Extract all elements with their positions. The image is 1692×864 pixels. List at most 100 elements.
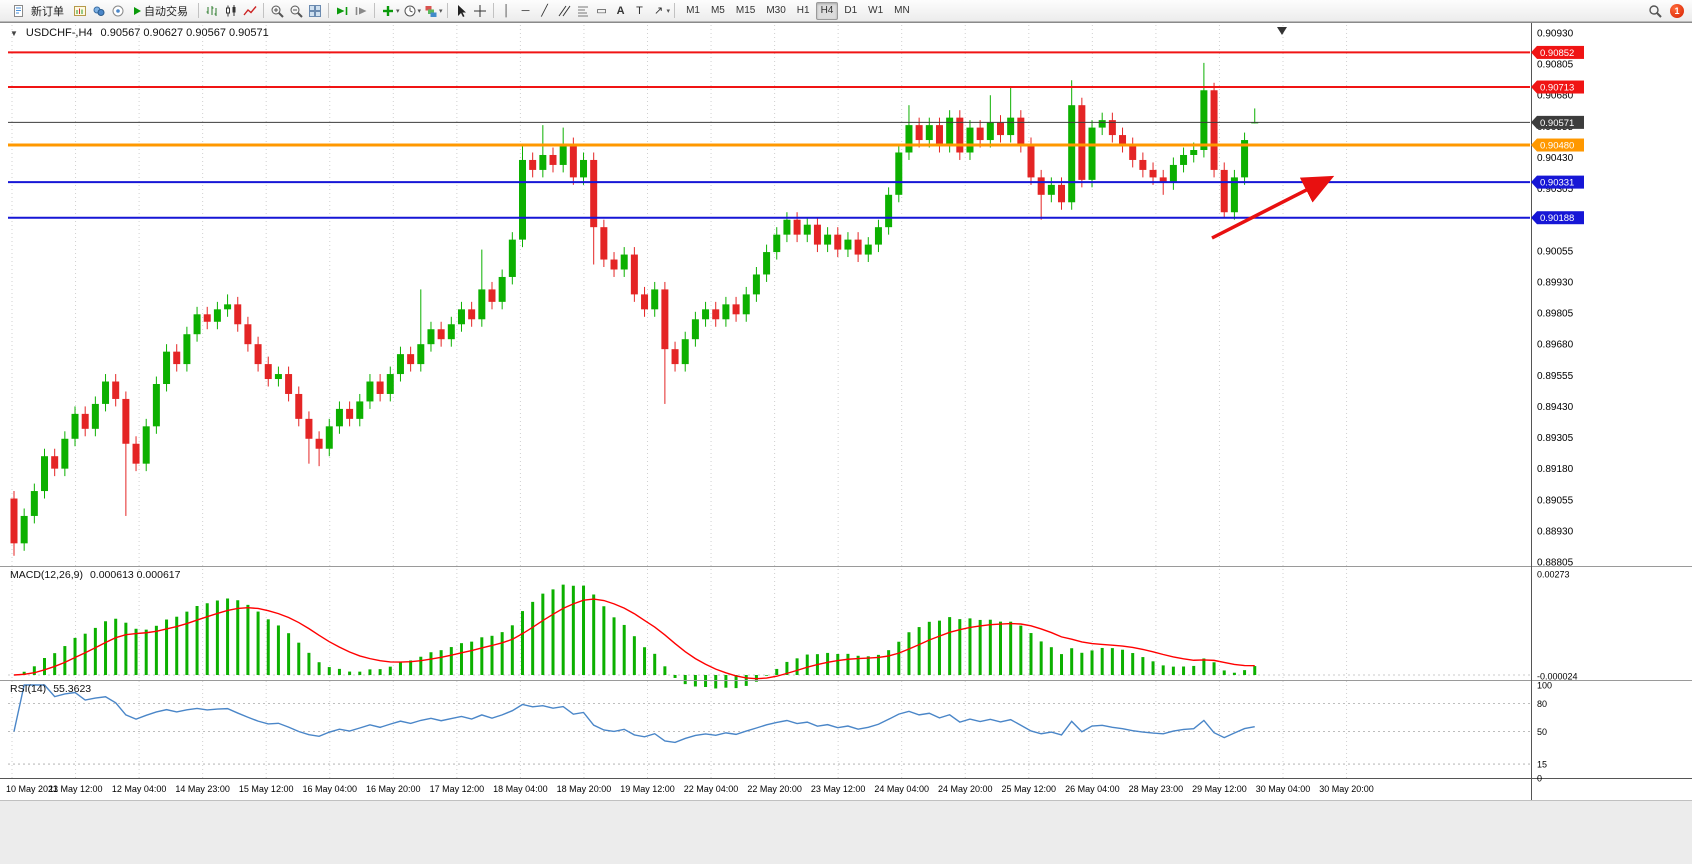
timeframe-h4[interactable]: H4 xyxy=(815,1,839,20)
svg-text:25 May 12:00: 25 May 12:00 xyxy=(1002,784,1057,794)
indicators-icon[interactable] xyxy=(379,2,397,20)
chart-area[interactable]: 0.909300.908050.906800.905550.904300.903… xyxy=(0,22,1692,801)
svg-text:11 May 12:00: 11 May 12:00 xyxy=(49,784,103,794)
main-toolbar: 新订单 自动交易 ▾ ▾ ▾ xyxy=(0,0,1692,22)
auto-trading-button[interactable]: 自动交易 xyxy=(128,1,194,21)
svg-text:0.89805: 0.89805 xyxy=(1537,309,1574,320)
svg-text:0.88805: 0.88805 xyxy=(1537,558,1574,569)
svg-text:0.89055: 0.89055 xyxy=(1537,495,1574,506)
svg-text:0.90680: 0.90680 xyxy=(1537,91,1574,102)
svg-text:19 May 12:00: 19 May 12:00 xyxy=(620,784,675,794)
periods-caret-icon[interactable]: ▾ xyxy=(417,7,422,15)
timeframe-mn[interactable]: MN xyxy=(894,4,910,16)
one-click-trading-toggle-icon[interactable]: ▼ xyxy=(10,28,18,38)
shapes-icon[interactable]: ▭ xyxy=(596,5,607,17)
svg-text:0.90930: 0.90930 xyxy=(1537,29,1574,40)
auto-scroll-icon[interactable] xyxy=(333,2,351,20)
svg-text:12 May 04:00: 12 May 04:00 xyxy=(112,784,167,794)
bar-chart-icon[interactable] xyxy=(203,2,221,20)
svg-text:24 May 04:00: 24 May 04:00 xyxy=(874,784,929,794)
svg-text:18 May 20:00: 18 May 20:00 xyxy=(557,784,612,794)
toolbar-separator xyxy=(446,3,448,18)
svg-text:17 May 12:00: 17 May 12:00 xyxy=(430,784,485,794)
svg-text:26 May 04:00: 26 May 04:00 xyxy=(1065,784,1120,794)
crosshair-icon[interactable] xyxy=(471,2,489,20)
profiles-icon[interactable] xyxy=(90,2,108,20)
ohlc-values: 0.90567 0.90627 0.90567 0.90571 xyxy=(100,27,269,39)
arrow-tools-caret-icon[interactable]: ▾ xyxy=(666,7,671,15)
svg-text:30 May 04:00: 30 May 04:00 xyxy=(1256,784,1311,794)
svg-text:15 May 12:00: 15 May 12:00 xyxy=(239,784,294,794)
svg-text:18 May 04:00: 18 May 04:00 xyxy=(493,784,548,794)
search-icon[interactable] xyxy=(1646,2,1664,20)
symbol-period-label: USDCHF-,H4 xyxy=(25,27,93,39)
svg-text:22 May 20:00: 22 May 20:00 xyxy=(747,784,802,794)
fibonacci-icon[interactable] xyxy=(574,2,592,20)
svg-text:15: 15 xyxy=(1537,760,1547,770)
chart-shift-icon[interactable] xyxy=(352,2,370,20)
timeframe-m1[interactable]: M1 xyxy=(686,4,700,16)
svg-text:10 May 2023: 10 May 2023 xyxy=(6,784,58,794)
tile-windows-icon[interactable] xyxy=(306,2,324,20)
new-chart-icon[interactable] xyxy=(71,2,89,20)
candlestick-chart-icon[interactable] xyxy=(222,2,240,20)
svg-text:22 May 04:00: 22 May 04:00 xyxy=(684,784,739,794)
alerts-icon[interactable] xyxy=(109,2,127,20)
svg-text:50: 50 xyxy=(1537,727,1547,737)
indicators-caret-icon[interactable]: ▾ xyxy=(396,7,400,15)
svg-text:100: 100 xyxy=(1537,681,1552,691)
macd-name: MACD(12,26,9) xyxy=(10,569,83,581)
toolbar-separator xyxy=(198,3,199,18)
label-tool-icon[interactable]: T xyxy=(636,4,643,17)
chart-shift-marker[interactable] xyxy=(1277,27,1287,35)
notification-badge[interactable]: 1 xyxy=(1670,3,1684,18)
timeframe-h1[interactable]: H1 xyxy=(796,4,810,16)
toolbar-right: 1 xyxy=(1646,2,1692,20)
rsi-pane-label: RSI(14) 55.3623 xyxy=(10,683,91,695)
zoom-out-icon[interactable] xyxy=(287,2,305,20)
macd-histogram xyxy=(13,584,1257,689)
svg-text:0.89180: 0.89180 xyxy=(1537,464,1574,475)
vertical-line-icon[interactable]: │ xyxy=(503,4,510,17)
svg-text:0.90480: 0.90480 xyxy=(1540,141,1574,152)
line-chart-icon[interactable] xyxy=(241,2,259,20)
timeframe-buttons: M1 M5 M15 M30 H1 H4 D1 W1 MN xyxy=(681,1,915,20)
channel-icon[interactable] xyxy=(555,2,573,20)
timeframe-d1[interactable]: D1 xyxy=(844,4,858,16)
timeframe-m30[interactable]: M30 xyxy=(766,4,786,16)
zoom-in-icon[interactable] xyxy=(268,2,286,20)
chart-canvas[interactable]: 0.909300.908050.906800.905550.904300.903… xyxy=(0,23,1692,801)
svg-text:0.89555: 0.89555 xyxy=(1537,371,1574,382)
timeframe-w1[interactable]: W1 xyxy=(868,4,884,16)
svg-text:0.90852: 0.90852 xyxy=(1540,48,1574,59)
svg-text:80: 80 xyxy=(1537,699,1547,709)
text-tool-icon[interactable]: A xyxy=(616,4,625,17)
timeframe-m15[interactable]: M15 xyxy=(735,4,756,16)
pane-separators xyxy=(0,23,1692,801)
svg-text:0: 0 xyxy=(1537,774,1542,784)
svg-text:0.90305: 0.90305 xyxy=(1537,184,1574,195)
new-order-icon xyxy=(10,2,28,20)
macd-pane-label: MACD(12,26,9) 0.000613 0.000617 xyxy=(10,569,180,581)
periods-icon[interactable] xyxy=(401,2,419,20)
svg-text:0.90713: 0.90713 xyxy=(1540,83,1574,94)
horizontal-lines[interactable] xyxy=(8,51,1530,219)
svg-text:0.00273: 0.00273 xyxy=(1537,570,1570,580)
cursor-icon[interactable] xyxy=(452,2,470,20)
trend-arrow[interactable] xyxy=(1211,175,1335,240)
rsi-name: RSI(14) xyxy=(10,683,47,695)
timeframe-m5[interactable]: M5 xyxy=(710,4,725,16)
svg-text:0.88930: 0.88930 xyxy=(1537,526,1574,537)
svg-text:0.90571: 0.90571 xyxy=(1540,118,1574,129)
new-order-button[interactable]: 新订单 xyxy=(4,1,70,21)
trendline-icon[interactable]: ╱ xyxy=(541,5,548,17)
svg-text:0.90430: 0.90430 xyxy=(1537,153,1574,164)
templates-caret-icon[interactable]: ▾ xyxy=(439,7,443,15)
svg-text:0.89430: 0.89430 xyxy=(1537,402,1574,413)
horizontal-line-icon[interactable]: ─ xyxy=(521,4,530,17)
templates-icon[interactable] xyxy=(422,2,440,20)
svg-text:14 May 23:00: 14 May 23:00 xyxy=(175,784,230,794)
svg-text:0.90055: 0.90055 xyxy=(1537,246,1574,257)
arrow-tools-icon[interactable]: ↗ xyxy=(653,5,664,17)
